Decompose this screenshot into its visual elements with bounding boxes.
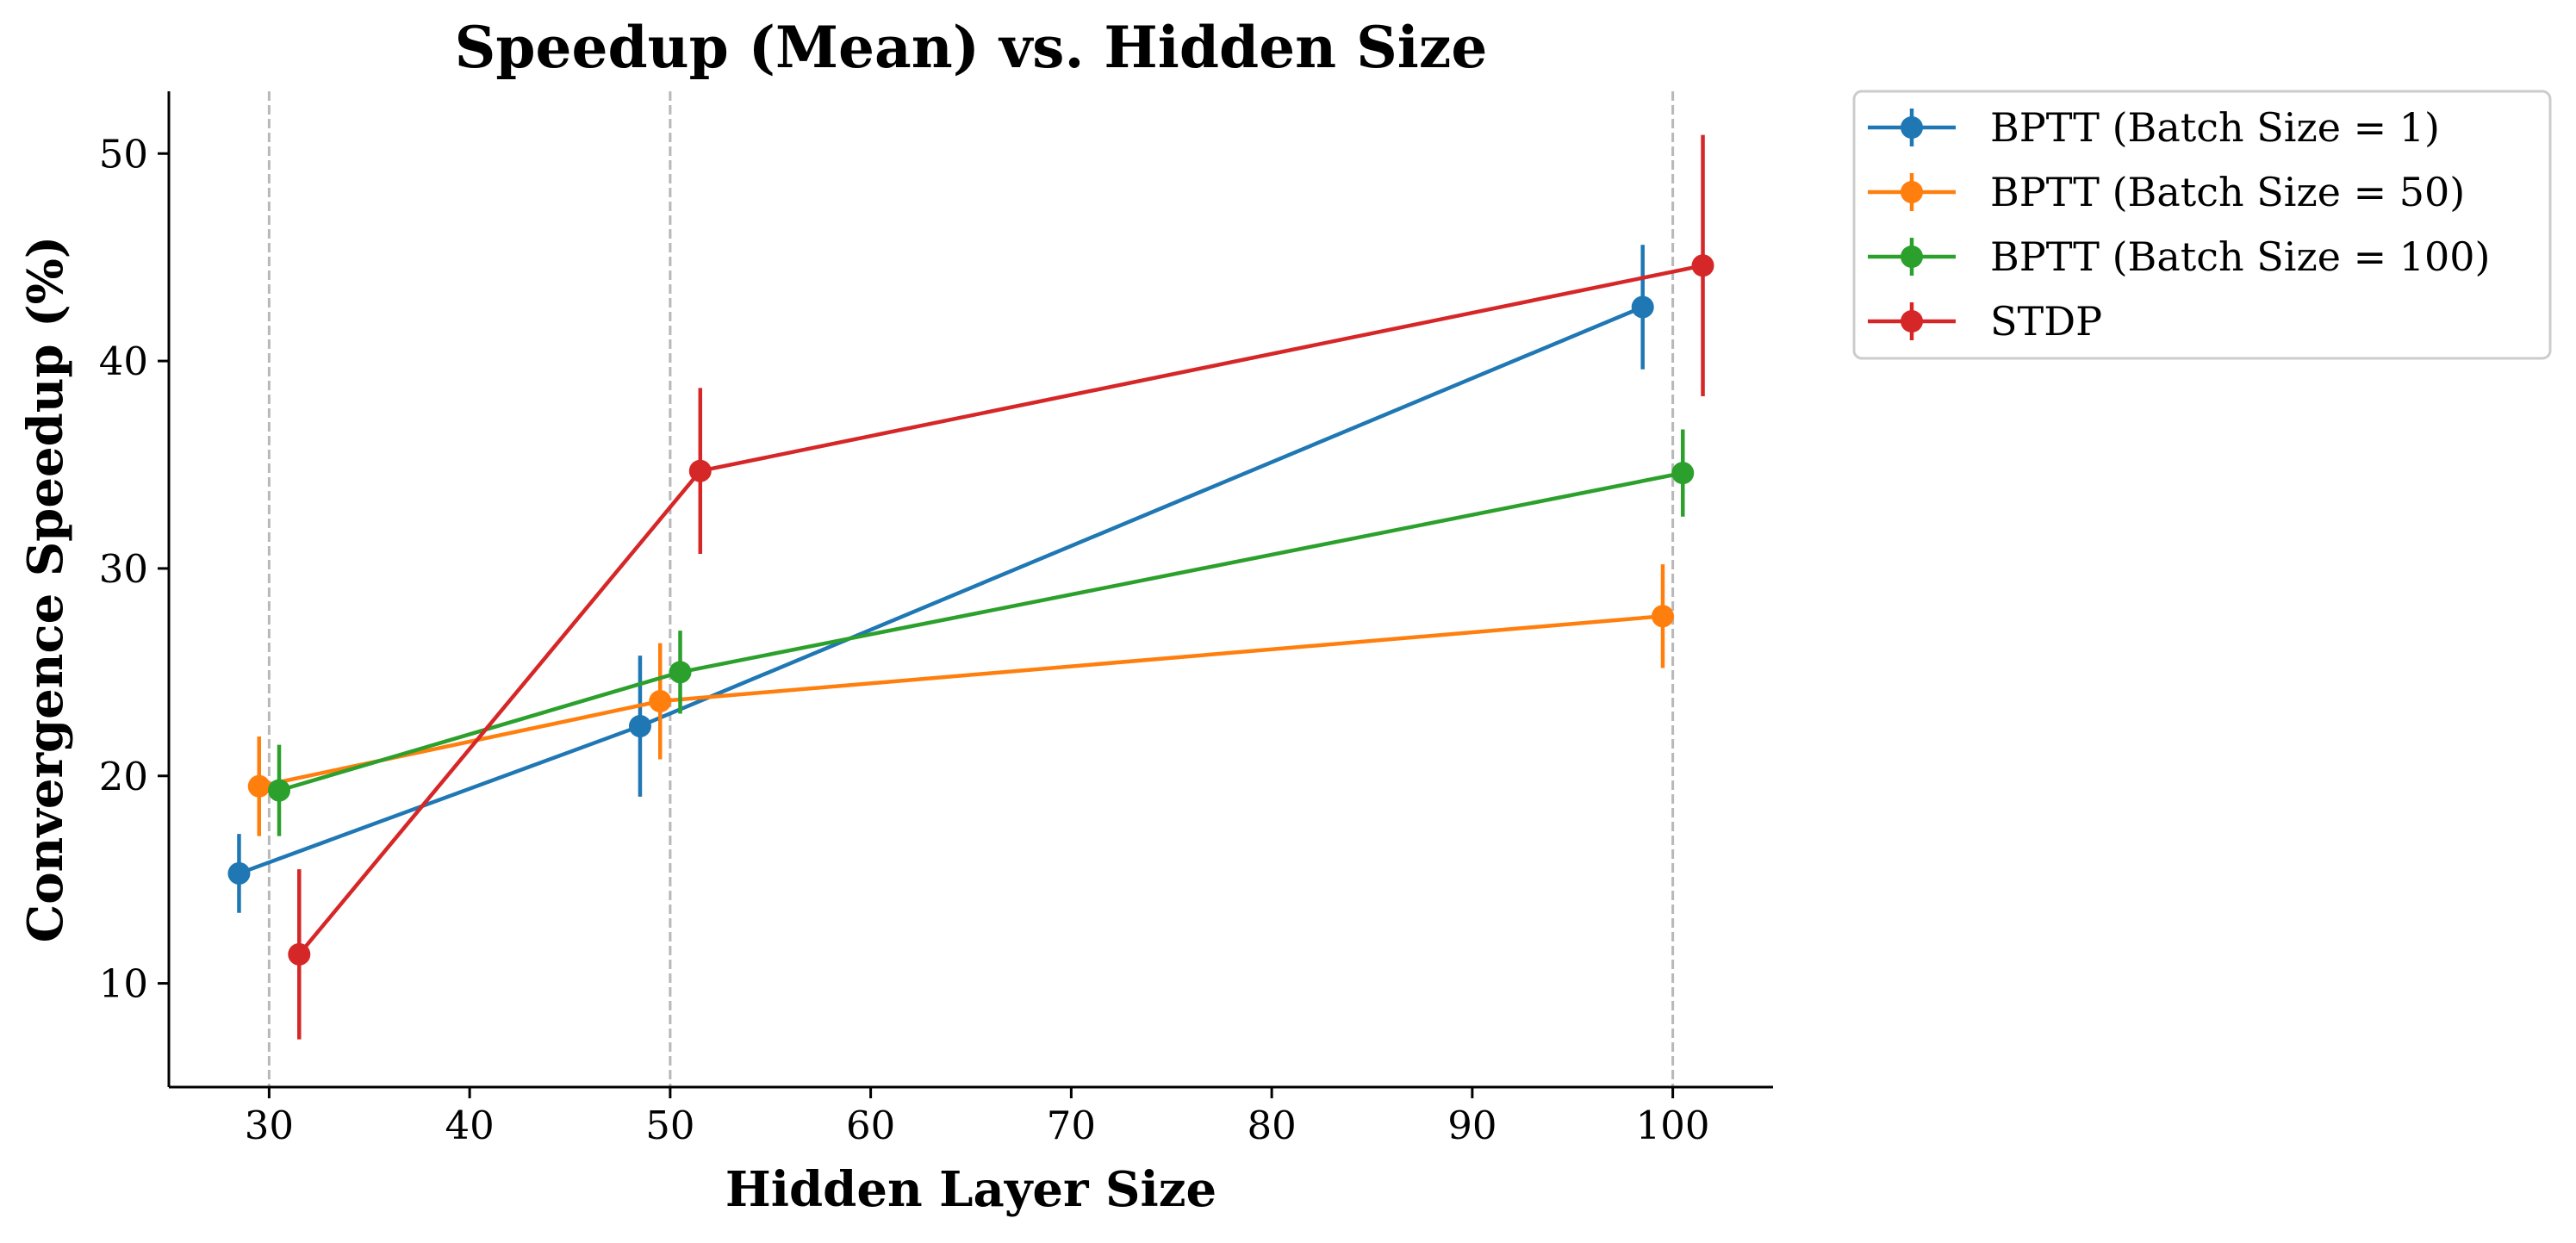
x-axis-label: Hidden Layer Size	[725, 1161, 1216, 1218]
legend-entry-1: BPTT (Batch Size = 1)	[1868, 104, 2440, 151]
x-tick-label: 100	[1636, 1103, 1710, 1148]
x-tick-label: 40	[445, 1103, 494, 1148]
series-line	[258, 614, 1664, 788]
legend-entry-4: STDP	[1868, 298, 2102, 345]
data-point	[1631, 295, 1654, 319]
legend-label: BPTT (Batch Size = 1)	[1990, 104, 2440, 151]
legend-entry-2: BPTT (Batch Size = 50)	[1868, 169, 2465, 215]
legend-frame	[1852, 90, 2552, 360]
legend-entry-3: BPTT (Batch Size = 100)	[1868, 233, 2490, 280]
x-tick-label: 30	[245, 1103, 294, 1148]
data-point	[1691, 254, 1714, 277]
series-layer	[227, 134, 1714, 1040]
series-1	[227, 245, 1654, 913]
y-tick-label: 40	[99, 339, 148, 384]
axes	[167, 91, 1773, 1089]
data-point	[288, 942, 311, 966]
y-tick-label: 30	[99, 546, 148, 592]
legend: BPTT (Batch Size = 1) BPTT (Batch Size = …	[1852, 90, 2552, 360]
data-point	[1671, 462, 1695, 485]
y-tick-label: 10	[99, 961, 148, 1007]
series-4	[288, 134, 1714, 1040]
reference-lines	[267, 91, 1675, 1087]
legend-marker	[1901, 116, 1923, 139]
legend-label: STDP	[1990, 298, 2102, 345]
chart-title: Speedup (Mean) vs. Hidden Size	[455, 14, 1488, 81]
y-tick-label: 20	[99, 754, 148, 799]
series-3	[268, 429, 1695, 836]
series-2	[247, 564, 1674, 836]
series-line	[238, 305, 1644, 876]
x-tick-label: 90	[1447, 1103, 1496, 1148]
y-tick-label: 50	[99, 131, 148, 177]
data-point	[628, 714, 651, 737]
legend-marker	[1901, 181, 1923, 203]
ticks: 30 40 50 60 70 80 90 100 10 20 30 40 50	[99, 131, 1710, 1148]
legend-label: BPTT (Batch Size = 50)	[1990, 169, 2465, 215]
data-point	[227, 861, 251, 885]
data-point	[669, 661, 692, 684]
data-point	[1651, 605, 1674, 628]
data-point	[649, 690, 672, 713]
data-point	[247, 774, 271, 798]
x-tick-label: 50	[645, 1103, 694, 1148]
x-tick-label: 60	[846, 1103, 895, 1148]
legend-marker	[1901, 245, 1923, 268]
legend-label: BPTT (Batch Size = 100)	[1990, 233, 2490, 280]
y-axis-label: Convergence Speedup (%)	[17, 236, 74, 943]
legend-marker	[1901, 310, 1923, 333]
x-tick-label: 80	[1247, 1103, 1296, 1148]
x-tick-label: 70	[1047, 1103, 1096, 1148]
data-point	[688, 459, 712, 482]
data-point	[268, 779, 291, 802]
